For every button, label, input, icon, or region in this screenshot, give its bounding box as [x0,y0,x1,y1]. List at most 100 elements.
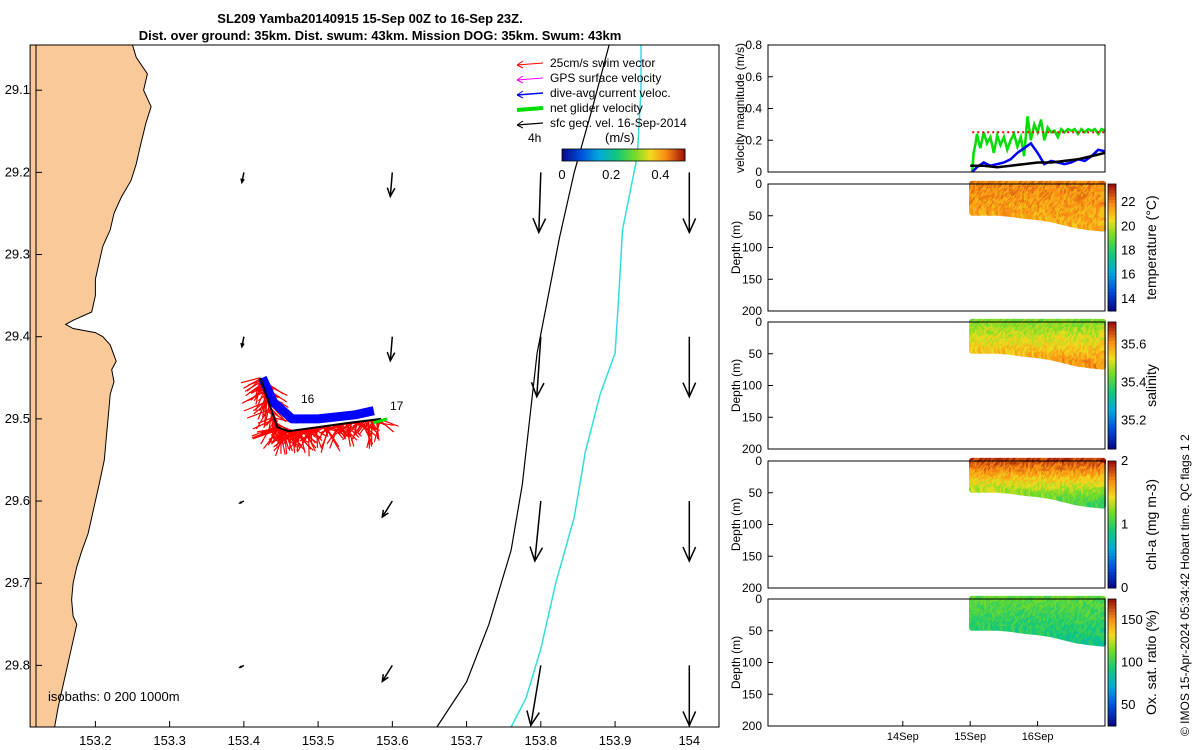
net-velocity-arrow [372,417,388,425]
velocity-panel-frame [767,44,1106,173]
swim-vector-mark [248,380,262,386]
velocity-colorbar-cell [629,149,633,161]
velocity-colorbar-cell [598,149,602,161]
map-x-tick-label: 153.2 [79,733,112,748]
velocity-colorbar [562,149,686,161]
velocity-colorbar-cell [674,149,678,161]
track-label-4h: 4h [528,131,541,145]
profile-colorbar-cell [1108,382,1116,386]
velocity-colorbar-cell [654,149,657,161]
swim-vector-mark [246,408,272,419]
swim-vector-mark [367,420,371,449]
swim-vector-mark [350,420,364,441]
profile-colorbar-cell [1108,420,1116,425]
profile-colorbar-label: temperature (°C) [1143,195,1159,299]
legend-arrowhead-dive [516,90,524,99]
profile-colorbar-cell [1108,350,1116,355]
profile-colorbar-cell [1108,282,1116,287]
velocity-y-tick-label: 0.4 [745,102,762,116]
velocity-series [970,116,1106,173]
geo-velocity-arrowhead [381,509,389,519]
swim-vector-fan [240,377,399,457]
swim-vector-mark [254,388,265,397]
profile-colorbar-cell [1108,291,1116,296]
profile-colorbar-tick: 1 [1121,517,1128,532]
geo-velocity-arrowhead [240,342,245,349]
velocity-y-tick-label: 0.8 [745,38,762,52]
velocity-colorbar-cell [646,149,649,161]
swim-vector-mark [273,430,295,452]
swim-vector-mark [273,429,297,448]
legend-arrowhead-swim [516,60,524,69]
profile-colorbar-cell [1108,553,1116,557]
velocity-colorbar-cell [568,149,571,161]
profile-colorbar-cell [1108,423,1116,428]
profile-colorbar-cell [1108,511,1116,516]
velocity-colorbar-cell [672,149,676,161]
velocity-colorbar-cell [566,149,569,161]
velocity-colorbar-cell [580,149,583,161]
profile-colorbar-cell [1108,540,1116,545]
velocity-colorbar-cell [631,149,635,161]
profile-colorbar-cell [1108,464,1116,468]
profile-colorbar-cell [1108,521,1116,525]
profile-colorbar-label: chl-a (mg m-3) [1143,479,1159,570]
map-x-tick-label: 153.3 [153,733,186,748]
legend-swim-vector: 25cm/s swim vector [550,56,655,70]
profile-colorbar-cell [1108,334,1116,339]
swim-vector-mark [356,420,365,432]
profile-colorbar-cell [1108,228,1116,233]
map-y-tick-label: 29.4 [5,329,30,344]
velocity-colorbar-frame [561,148,686,162]
legend-arrowhead-geo [516,120,524,129]
swim-vector-mark [357,420,368,434]
velocity-colorbar-cell [582,149,586,161]
swim-vector-mark [348,422,352,440]
velocity-colorbar-cell [617,149,620,161]
profile-colorbar-cell [1108,537,1116,541]
map-x-tick-label: 153.4 [228,733,261,748]
swim-vector-mark [252,418,275,430]
profile-colorbar-cell [1108,272,1116,277]
velocity-colorbar-cell [668,149,672,161]
profile-colorbar-tick: 35.2 [1121,413,1146,428]
profile-colorbar-cell [1108,436,1116,440]
swim-vector-mark [367,419,374,431]
swim-vector-mark [370,419,373,447]
profile-colorbar-cell [1108,486,1116,491]
velocity-colorbar-cell [574,149,577,161]
velocity-colorbar-cell [650,149,653,161]
map-x-tick-label: 153.5 [302,733,335,748]
profile-colorbar-cell [1108,439,1116,444]
velocity-colorbar-cell [670,149,674,161]
velocity-colorbar-cell [619,149,622,161]
velocity-colorbar-cell [592,149,596,161]
profile-colorbar-cell [1108,360,1116,364]
geo-velocity-arrow [381,500,393,518]
velocity-y-tick-label: 0.6 [745,70,762,84]
geo-velocity-arrowhead [682,546,697,563]
velocity-colorbar-cell [584,149,588,161]
profile-colorbar-cell [1108,473,1116,478]
legend-swatch-geo [516,122,544,126]
profile-colorbar-tick: 18 [1121,243,1135,258]
profile-colorbar-cell [1108,225,1116,229]
profile-colorbar-cell [1108,250,1116,255]
velocity-colorbar-cell [625,149,629,161]
profile-ylabel: Depth (m) [729,221,743,274]
profile-y-tick-label: 150 [742,549,762,563]
velocity-colorbar-cell [600,149,604,161]
velocity-colorbar-cell [572,149,575,161]
profile-colorbar-cell [1108,372,1116,377]
profile-colorbar-cell [1108,353,1116,358]
swim-vector-mark [358,419,370,436]
dive-avg-current-track [258,375,375,424]
profile-y-tick-label: 200 [742,304,762,318]
velocity-colorbar-cell [656,149,659,161]
profile-colorbar-cell [1108,337,1116,342]
legend-swatch-swim [516,62,544,66]
profile-colorbar-cell [1108,543,1116,548]
